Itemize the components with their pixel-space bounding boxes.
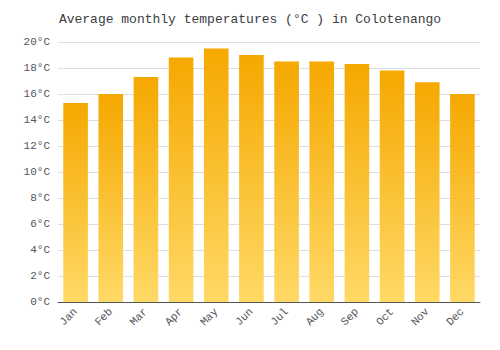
- svg-text:16°C: 16°C: [24, 88, 51, 100]
- svg-text:18°C: 18°C: [24, 62, 51, 74]
- svg-text:Dec: Dec: [444, 306, 466, 328]
- svg-text:Average monthly temperatures (: Average monthly temperatures (°C ) in Co…: [59, 12, 441, 27]
- svg-text:0°C: 0°C: [30, 296, 50, 308]
- svg-text:Feb: Feb: [93, 306, 115, 328]
- svg-text:Jul: Jul: [268, 306, 290, 328]
- svg-text:Aug: Aug: [304, 306, 326, 328]
- svg-text:Jun: Jun: [233, 306, 255, 328]
- svg-text:Apr: Apr: [163, 306, 185, 328]
- svg-text:10°C: 10°C: [24, 166, 51, 178]
- svg-text:Nov: Nov: [409, 305, 432, 328]
- svg-text:2°C: 2°C: [30, 270, 50, 282]
- svg-text:May: May: [198, 305, 221, 328]
- svg-text:Sep: Sep: [339, 306, 361, 328]
- svg-text:14°C: 14°C: [24, 114, 51, 126]
- svg-text:8°C: 8°C: [30, 192, 50, 204]
- svg-text:4°C: 4°C: [30, 244, 50, 256]
- svg-text:20°C: 20°C: [24, 36, 51, 48]
- svg-text:Jan: Jan: [57, 306, 79, 328]
- svg-text:12°C: 12°C: [24, 140, 51, 152]
- svg-text:Oct: Oct: [374, 306, 396, 328]
- svg-text:6°C: 6°C: [30, 218, 50, 230]
- svg-text:Mar: Mar: [128, 306, 150, 328]
